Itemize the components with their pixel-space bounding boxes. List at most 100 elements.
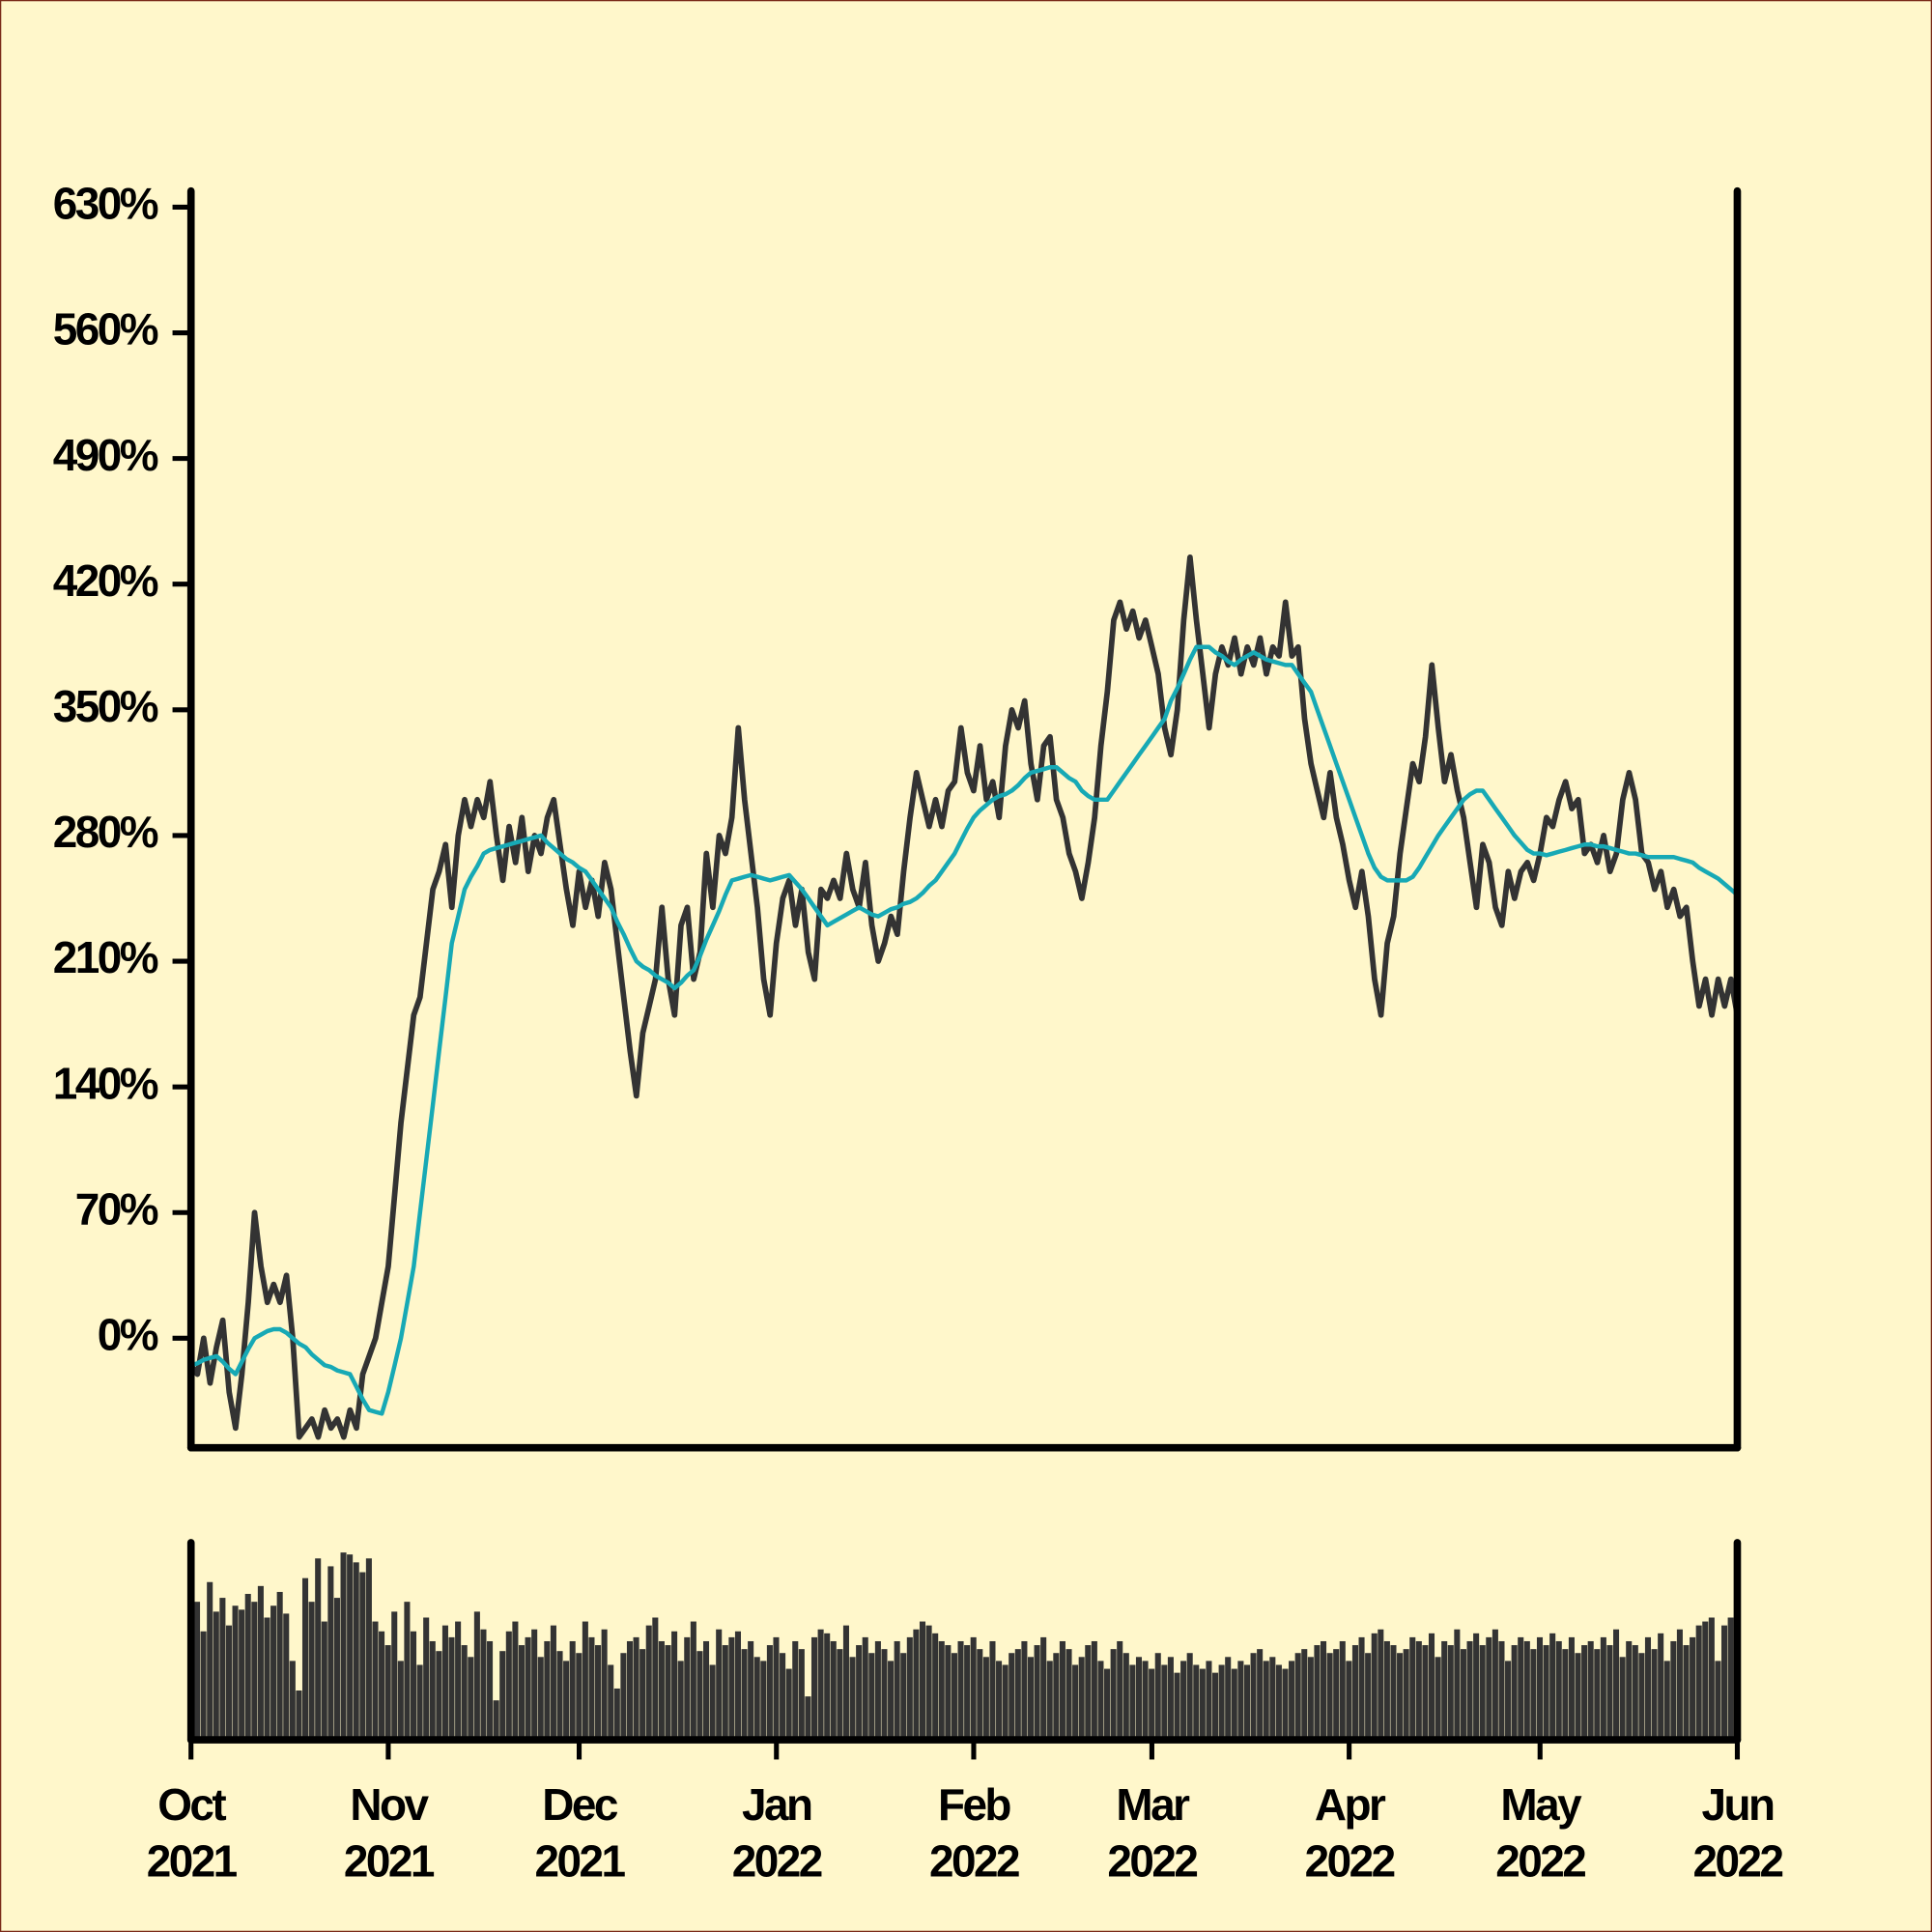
y-tick-label: 420% — [53, 555, 158, 606]
volume-bar — [436, 1651, 442, 1741]
volume-bar — [1046, 1661, 1053, 1741]
volume-bar — [1632, 1645, 1638, 1741]
volume-bar — [1282, 1668, 1289, 1741]
volume-bar — [505, 1631, 512, 1741]
volume-bar — [1486, 1636, 1492, 1741]
volume-bar — [410, 1631, 417, 1741]
volume-bar — [1072, 1664, 1079, 1741]
x-tick-label: Feb 2022 — [928, 1778, 1021, 1887]
volume-bar — [588, 1636, 595, 1741]
volume-bar — [1243, 1664, 1250, 1741]
volume-bar — [1218, 1664, 1225, 1741]
volume-bar — [1021, 1640, 1028, 1741]
volume-bar — [1059, 1640, 1065, 1741]
volume-bar — [1523, 1640, 1530, 1741]
volume-bar — [468, 1657, 474, 1741]
volume-bar — [512, 1621, 519, 1741]
volume-bar — [582, 1621, 588, 1741]
volume-bar — [455, 1621, 462, 1741]
volume-bar — [1581, 1645, 1588, 1741]
volume-bar — [1358, 1636, 1365, 1741]
volume-bar — [1644, 1636, 1652, 1741]
volume-bar — [340, 1552, 347, 1741]
volume-bar — [868, 1653, 875, 1741]
volume-bar — [384, 1645, 391, 1741]
volume-bar — [239, 1609, 245, 1741]
volume-bar — [1180, 1661, 1187, 1741]
volume-bar — [251, 1602, 258, 1741]
volume-bar — [480, 1629, 487, 1741]
volume-bar — [1091, 1640, 1097, 1741]
volume-bar — [1199, 1668, 1206, 1741]
volume-bar — [1186, 1653, 1193, 1741]
volume-bar — [1530, 1649, 1537, 1741]
volume-bar — [1065, 1649, 1072, 1741]
volume-bar — [1690, 1636, 1696, 1741]
volume-bar — [473, 1611, 480, 1741]
volume-bar — [748, 1640, 754, 1741]
volume-bar — [1505, 1661, 1512, 1741]
volume-bar — [798, 1649, 805, 1741]
volume-bar — [830, 1640, 837, 1741]
volume-bar — [518, 1645, 526, 1741]
y-tick-label: 210% — [53, 932, 158, 982]
y-tick-label: 0% — [98, 1309, 158, 1359]
y-tick-label: 490% — [53, 430, 158, 480]
volume-bar — [1097, 1661, 1104, 1741]
volume-bar — [925, 1625, 932, 1741]
volume-bar — [1613, 1629, 1620, 1741]
volume-bar — [1206, 1661, 1212, 1741]
volume-bar — [919, 1621, 926, 1741]
volume-bar — [207, 1581, 213, 1741]
volume-bar — [913, 1629, 920, 1741]
volume-bar — [1651, 1649, 1658, 1741]
volume-bar — [301, 1577, 309, 1741]
x-tick-label: Mar 2022 — [1107, 1778, 1199, 1887]
volume-bar — [1275, 1664, 1282, 1741]
volume-bar — [773, 1636, 780, 1741]
volume-bar — [1466, 1640, 1473, 1741]
volume-bar — [270, 1605, 277, 1741]
volume-bar — [652, 1617, 659, 1741]
volume-bar — [1351, 1645, 1358, 1741]
volume-bar — [849, 1657, 856, 1741]
volume-bar — [671, 1631, 678, 1741]
volume-bar — [1237, 1661, 1244, 1741]
volume-bar — [1104, 1668, 1111, 1741]
volume-bar — [837, 1649, 843, 1741]
volume-bar — [531, 1629, 538, 1741]
volume-bar — [690, 1621, 696, 1741]
volume-bar — [1587, 1640, 1594, 1741]
volume-bar — [276, 1591, 283, 1741]
volume-bar — [1663, 1661, 1670, 1741]
volume-bar — [1085, 1645, 1092, 1741]
volume-bar — [842, 1625, 849, 1741]
volume-bar — [951, 1653, 957, 1741]
volume-bar — [1555, 1640, 1562, 1741]
volume-bar — [938, 1640, 945, 1741]
volume-bar — [1307, 1657, 1314, 1741]
volume-bar — [1333, 1649, 1340, 1741]
volume-bar — [576, 1653, 582, 1741]
volume-bar — [792, 1640, 799, 1741]
volume-bar — [499, 1651, 506, 1741]
volume-bar — [810, 1636, 818, 1741]
volume-bar — [391, 1611, 398, 1741]
volume-bar — [1676, 1629, 1683, 1741]
volume-bar — [734, 1631, 741, 1741]
volume-bar — [1702, 1621, 1709, 1741]
volume-bar — [1009, 1653, 1015, 1741]
volume-bar — [296, 1690, 302, 1741]
volume-bar — [684, 1636, 691, 1741]
volume-bar — [556, 1651, 563, 1741]
volume-bar — [1683, 1645, 1690, 1741]
volume-bar — [1339, 1640, 1346, 1741]
volume-bar — [1174, 1672, 1180, 1741]
volume-bar — [881, 1649, 888, 1741]
volume-bar — [1040, 1636, 1047, 1741]
line-series — [188, 554, 1741, 1440]
volume-bar — [569, 1640, 576, 1741]
volume-bar — [1549, 1633, 1556, 1741]
volume-bar — [1002, 1664, 1009, 1741]
volume-bar — [1257, 1649, 1264, 1741]
